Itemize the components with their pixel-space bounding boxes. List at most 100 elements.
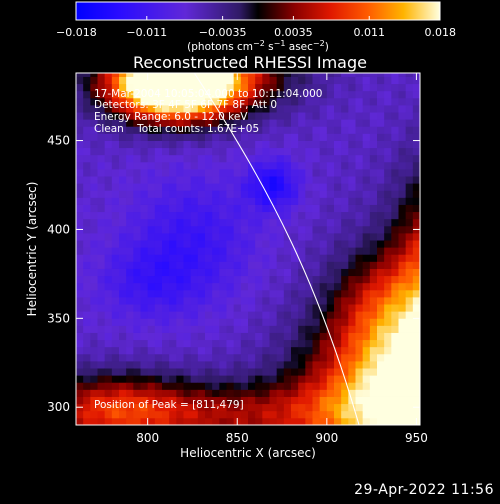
heatmap-cell xyxy=(233,289,242,298)
heatmap-cell xyxy=(248,368,256,376)
heatmap-cell xyxy=(391,154,399,163)
heatmap-cell xyxy=(240,339,249,348)
heatmap-cell xyxy=(298,119,306,127)
heatmap-cell xyxy=(97,396,106,405)
colorbar-tick-label: 0.018 xyxy=(425,26,457,39)
heatmap-cell xyxy=(212,247,220,255)
heatmap-cell xyxy=(283,289,292,298)
heatmap-cell xyxy=(76,119,84,127)
heatmap-cell xyxy=(312,389,321,397)
heatmap-cell xyxy=(405,325,414,333)
heatmap-cell xyxy=(362,211,371,220)
footer-timestamp: 29-Apr-2022 11:56 xyxy=(354,482,494,498)
heatmap-cell xyxy=(341,190,349,198)
heatmap-cell xyxy=(248,403,256,412)
heatmap-cell xyxy=(183,396,192,405)
heatmap-cell xyxy=(126,154,134,163)
heatmap-cell xyxy=(97,218,106,227)
heatmap-cell xyxy=(341,361,349,369)
heatmap-cell xyxy=(369,169,378,177)
heatmap-cell xyxy=(348,105,356,113)
heatmap-cell xyxy=(176,140,184,149)
heatmap-cell xyxy=(140,183,149,191)
heatmap-cell xyxy=(405,204,414,213)
heatmap-cell xyxy=(226,282,235,291)
heatmap-cell xyxy=(162,339,170,348)
heatmap-cell xyxy=(319,339,328,348)
heatmap-cell xyxy=(412,204,420,213)
heatmap-cell xyxy=(341,197,349,205)
heatmap-cell xyxy=(398,161,407,170)
heatmap-cell xyxy=(269,126,278,134)
heatmap-cell xyxy=(111,254,120,262)
heatmap-cell xyxy=(384,339,392,348)
heatmap-cell xyxy=(398,247,407,255)
heatmap-cell xyxy=(183,346,192,355)
heatmap-cell xyxy=(212,225,220,234)
heatmap-cell xyxy=(291,240,299,248)
heatmap-cell xyxy=(176,389,184,397)
heatmap-cell xyxy=(233,382,242,390)
heatmap-cell xyxy=(377,126,385,134)
heatmap-cell xyxy=(255,240,263,248)
heatmap-cell xyxy=(212,417,220,425)
heatmap-cell xyxy=(226,247,235,255)
heatmap-cell xyxy=(126,368,134,376)
heatmap-cell xyxy=(212,76,220,85)
heatmap-cell xyxy=(369,161,378,170)
colorbar xyxy=(76,2,440,20)
heatmap-cell xyxy=(162,169,170,177)
heatmap-cell xyxy=(212,90,220,99)
heatmap-cell xyxy=(283,410,292,419)
heatmap-cell xyxy=(162,318,170,326)
heatmap-cell xyxy=(348,190,356,198)
heatmap-cell xyxy=(276,282,285,291)
heatmap-cell xyxy=(212,105,220,113)
heatmap-cell xyxy=(326,289,335,298)
heatmap-cell xyxy=(140,105,149,113)
heatmap-cell xyxy=(169,119,177,127)
heatmap-cell xyxy=(412,119,420,127)
heatmap-cell xyxy=(126,97,134,106)
heatmap-cell xyxy=(262,339,270,348)
heatmap-cell xyxy=(190,282,199,291)
heatmap-cell xyxy=(190,389,199,397)
heatmap-cell xyxy=(212,339,220,348)
heatmap-cell xyxy=(255,417,263,425)
heatmap-cell xyxy=(398,105,407,113)
heatmap-cell xyxy=(104,375,113,383)
heatmap-cell xyxy=(111,353,120,362)
heatmap-cell xyxy=(276,318,285,326)
heatmap-cell xyxy=(183,147,192,156)
heatmap-cell xyxy=(190,304,199,312)
heatmap-cell xyxy=(212,112,220,120)
heatmap-cell xyxy=(348,353,356,362)
heatmap-cell xyxy=(212,353,220,362)
heatmap-cell xyxy=(126,147,134,156)
heatmap-cell xyxy=(183,119,192,127)
heatmap-cell xyxy=(169,204,177,213)
heatmap-cell xyxy=(398,339,407,348)
annotation-block: 17-Mar-2004 10:05:04.000 to 10:11:04.000… xyxy=(94,88,322,135)
heatmap-cell xyxy=(162,176,170,184)
heatmap-cell xyxy=(212,218,220,227)
heatmap-cell xyxy=(140,403,149,412)
heatmap-cell xyxy=(348,417,356,425)
heatmap-cell xyxy=(405,183,414,191)
heatmap-cell xyxy=(283,396,292,405)
heatmap-cell xyxy=(205,183,213,191)
heatmap-cell xyxy=(140,233,149,241)
heatmap-cell xyxy=(183,169,192,177)
heatmap-cell xyxy=(83,304,91,312)
heatmap-cell xyxy=(205,261,213,269)
heatmap-cell xyxy=(169,410,177,419)
heatmap-cell xyxy=(384,304,392,312)
heatmap-cell xyxy=(190,254,199,262)
heatmap-cell xyxy=(162,240,170,248)
heatmap-cell xyxy=(319,254,328,262)
heatmap-cell xyxy=(355,396,364,405)
heatmap-cell xyxy=(169,211,177,220)
heatmap-cell xyxy=(205,361,213,369)
heatmap-cell xyxy=(76,261,84,269)
heatmap-cell xyxy=(312,346,321,355)
